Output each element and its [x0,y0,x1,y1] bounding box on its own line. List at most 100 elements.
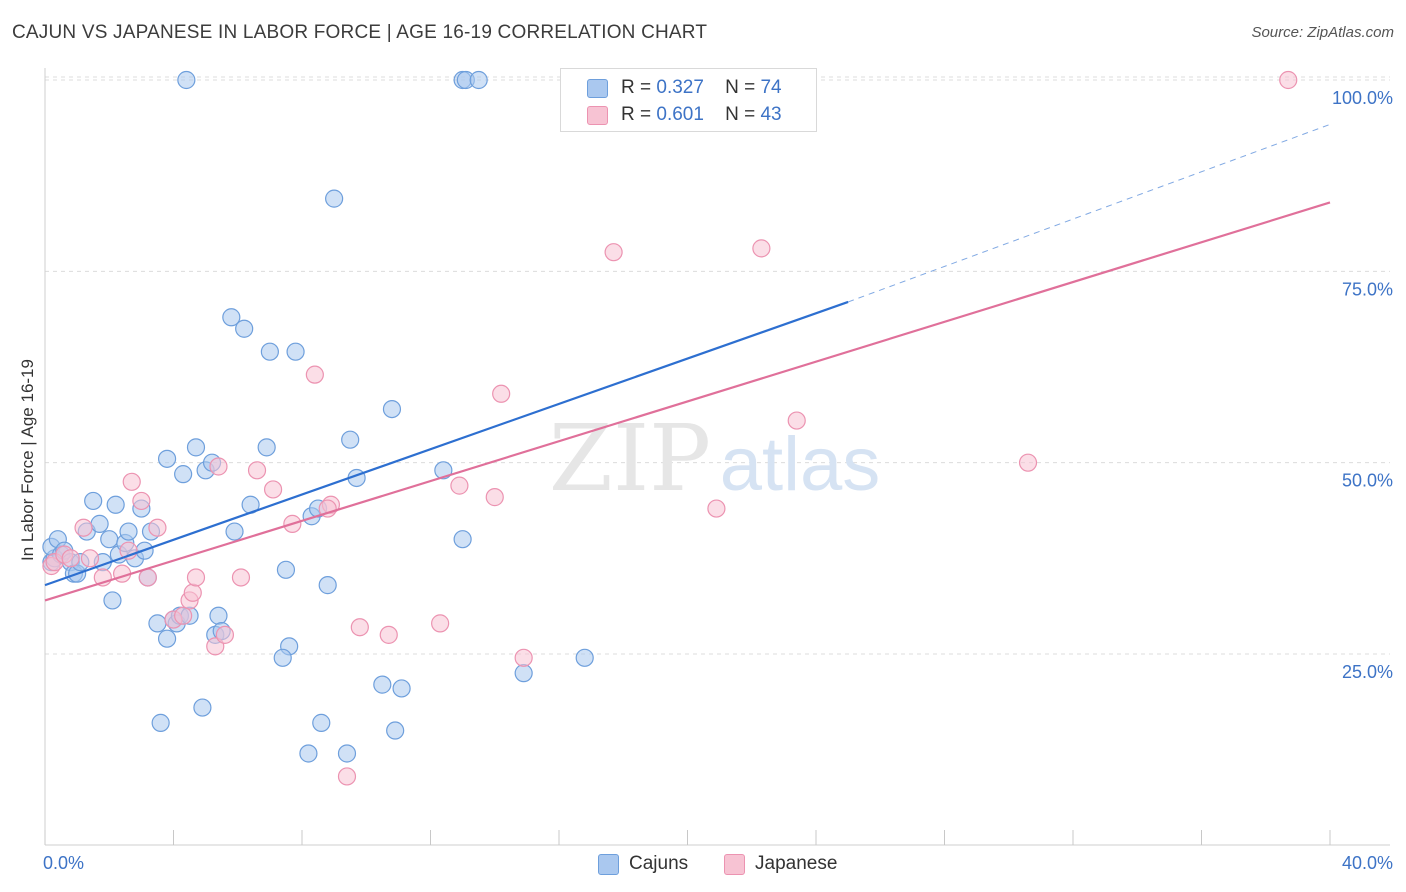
japanese-point [485,488,504,507]
japanese-point [450,476,469,495]
cajuns-point [209,606,228,625]
japanese-point [209,457,228,476]
y-tick-label: 50.0% [1342,471,1393,491]
japanese-point [148,518,167,537]
cajuns-point [469,70,488,90]
legend-stats: R = 0.327 N = 74 R = 0.601 N = 43 [560,68,817,132]
japanese-point [263,480,283,499]
cajuns-point [174,465,193,484]
cajuns-point [177,70,196,90]
japanese-point [174,606,193,625]
japanese-point [247,461,267,480]
cajuns-point [453,530,472,549]
cajuns-point [148,614,167,633]
cajuns-point [186,438,206,457]
x-tick-label: 40.0% [1342,853,1393,873]
japanese-n-value: 43 [760,104,782,125]
japanese-point [74,518,93,537]
cajuns-point [337,744,357,763]
gridlines [45,76,1390,655]
cajuns-n-value: 74 [760,77,782,98]
cajuns-point [276,560,296,579]
cajuns-legend-label: Cajuns [629,853,689,874]
cajuns-point [84,491,103,511]
japanese-point [80,549,100,568]
cajuns-point [514,664,533,683]
japanese-point [183,583,202,602]
cajuns-point [257,438,276,457]
cajuns-n-label: N = [725,77,756,98]
chart-title: CAJUN VS JAPANESE IN LABOR FORCE | AGE 1… [12,22,708,43]
japanese-swatch [587,106,608,125]
japanese-point [132,491,151,511]
japanese-point [707,499,726,518]
japanese-point [752,239,771,258]
japanese-point [1279,70,1298,90]
japanese-point [122,472,141,491]
cajuns-point [100,530,119,549]
cajuns-point [157,449,177,468]
cajuns-point [193,698,212,717]
japanese-point [514,648,533,667]
cajuns-point [222,308,241,327]
cajuns-point [151,713,170,732]
cajuns-point [286,342,305,361]
cajuns-point [103,591,122,610]
cajuns-point [325,189,344,208]
japanese-n-label: N = [725,104,756,125]
watermark-zip: ZIP [549,405,711,512]
japanese-point [350,618,369,637]
japanese-point [186,568,206,587]
japanese-point [231,568,251,587]
cajuns-point [392,679,411,698]
japanese-point [61,549,80,568]
cajuns-point [434,461,453,480]
japanese-trend-line [44,201,1331,602]
cajuns-point [157,629,177,648]
cajuns-point [273,648,292,667]
cajuns-trend-line [44,300,849,587]
y-tick-label: 25.0% [1342,662,1393,682]
watermark-atlas: atlas [720,422,881,507]
japanese-point [604,243,623,262]
cajuns-trend-extension [847,123,1331,303]
japanese-legend-label: Japanese [755,853,838,874]
japanese-point [1018,453,1038,472]
x-tick-label: 0.0% [43,853,84,873]
cajuns-point [312,713,331,732]
cajuns-point [235,319,254,338]
tick-labels: 25.0% 50.0% 75.0% 100.0% 0.0% 40.0% [43,88,1393,873]
source-label: Source: ZipAtlas.com [1251,24,1394,41]
cajuns-point [318,576,337,595]
cajuns-point [90,514,109,533]
japanese-point [318,499,337,518]
japanese-point [337,767,357,786]
cajuns-legend-swatch [598,854,619,875]
cajuns-point [575,648,594,667]
watermark: ZIP atlas [549,405,880,512]
cajuns-point [299,744,318,763]
japanese-point [215,625,234,644]
japanese-legend-swatch [724,854,745,875]
cajuns-point [341,430,360,449]
japanese-point [787,411,806,430]
cajuns-point [382,399,402,419]
cajuns-point [225,522,244,541]
cajuns-point [119,522,138,541]
cajuns-point [386,721,405,740]
cajuns-point [373,675,392,694]
japanese-points [42,70,1298,786]
cajuns-swatch [587,79,608,98]
japanese-point [431,614,450,633]
y-tick-label: 75.0% [1342,279,1393,299]
trend-lines [44,123,1331,602]
cajuns-r-label: R = [621,77,652,98]
cajuns-point [106,495,125,514]
axes [44,68,1390,846]
japanese-r-value: 0.601 [656,104,704,125]
japanese-point [305,365,324,384]
cajuns-r-value: 0.327 [656,77,704,98]
cajuns-point [260,342,279,361]
japanese-point [379,625,398,644]
